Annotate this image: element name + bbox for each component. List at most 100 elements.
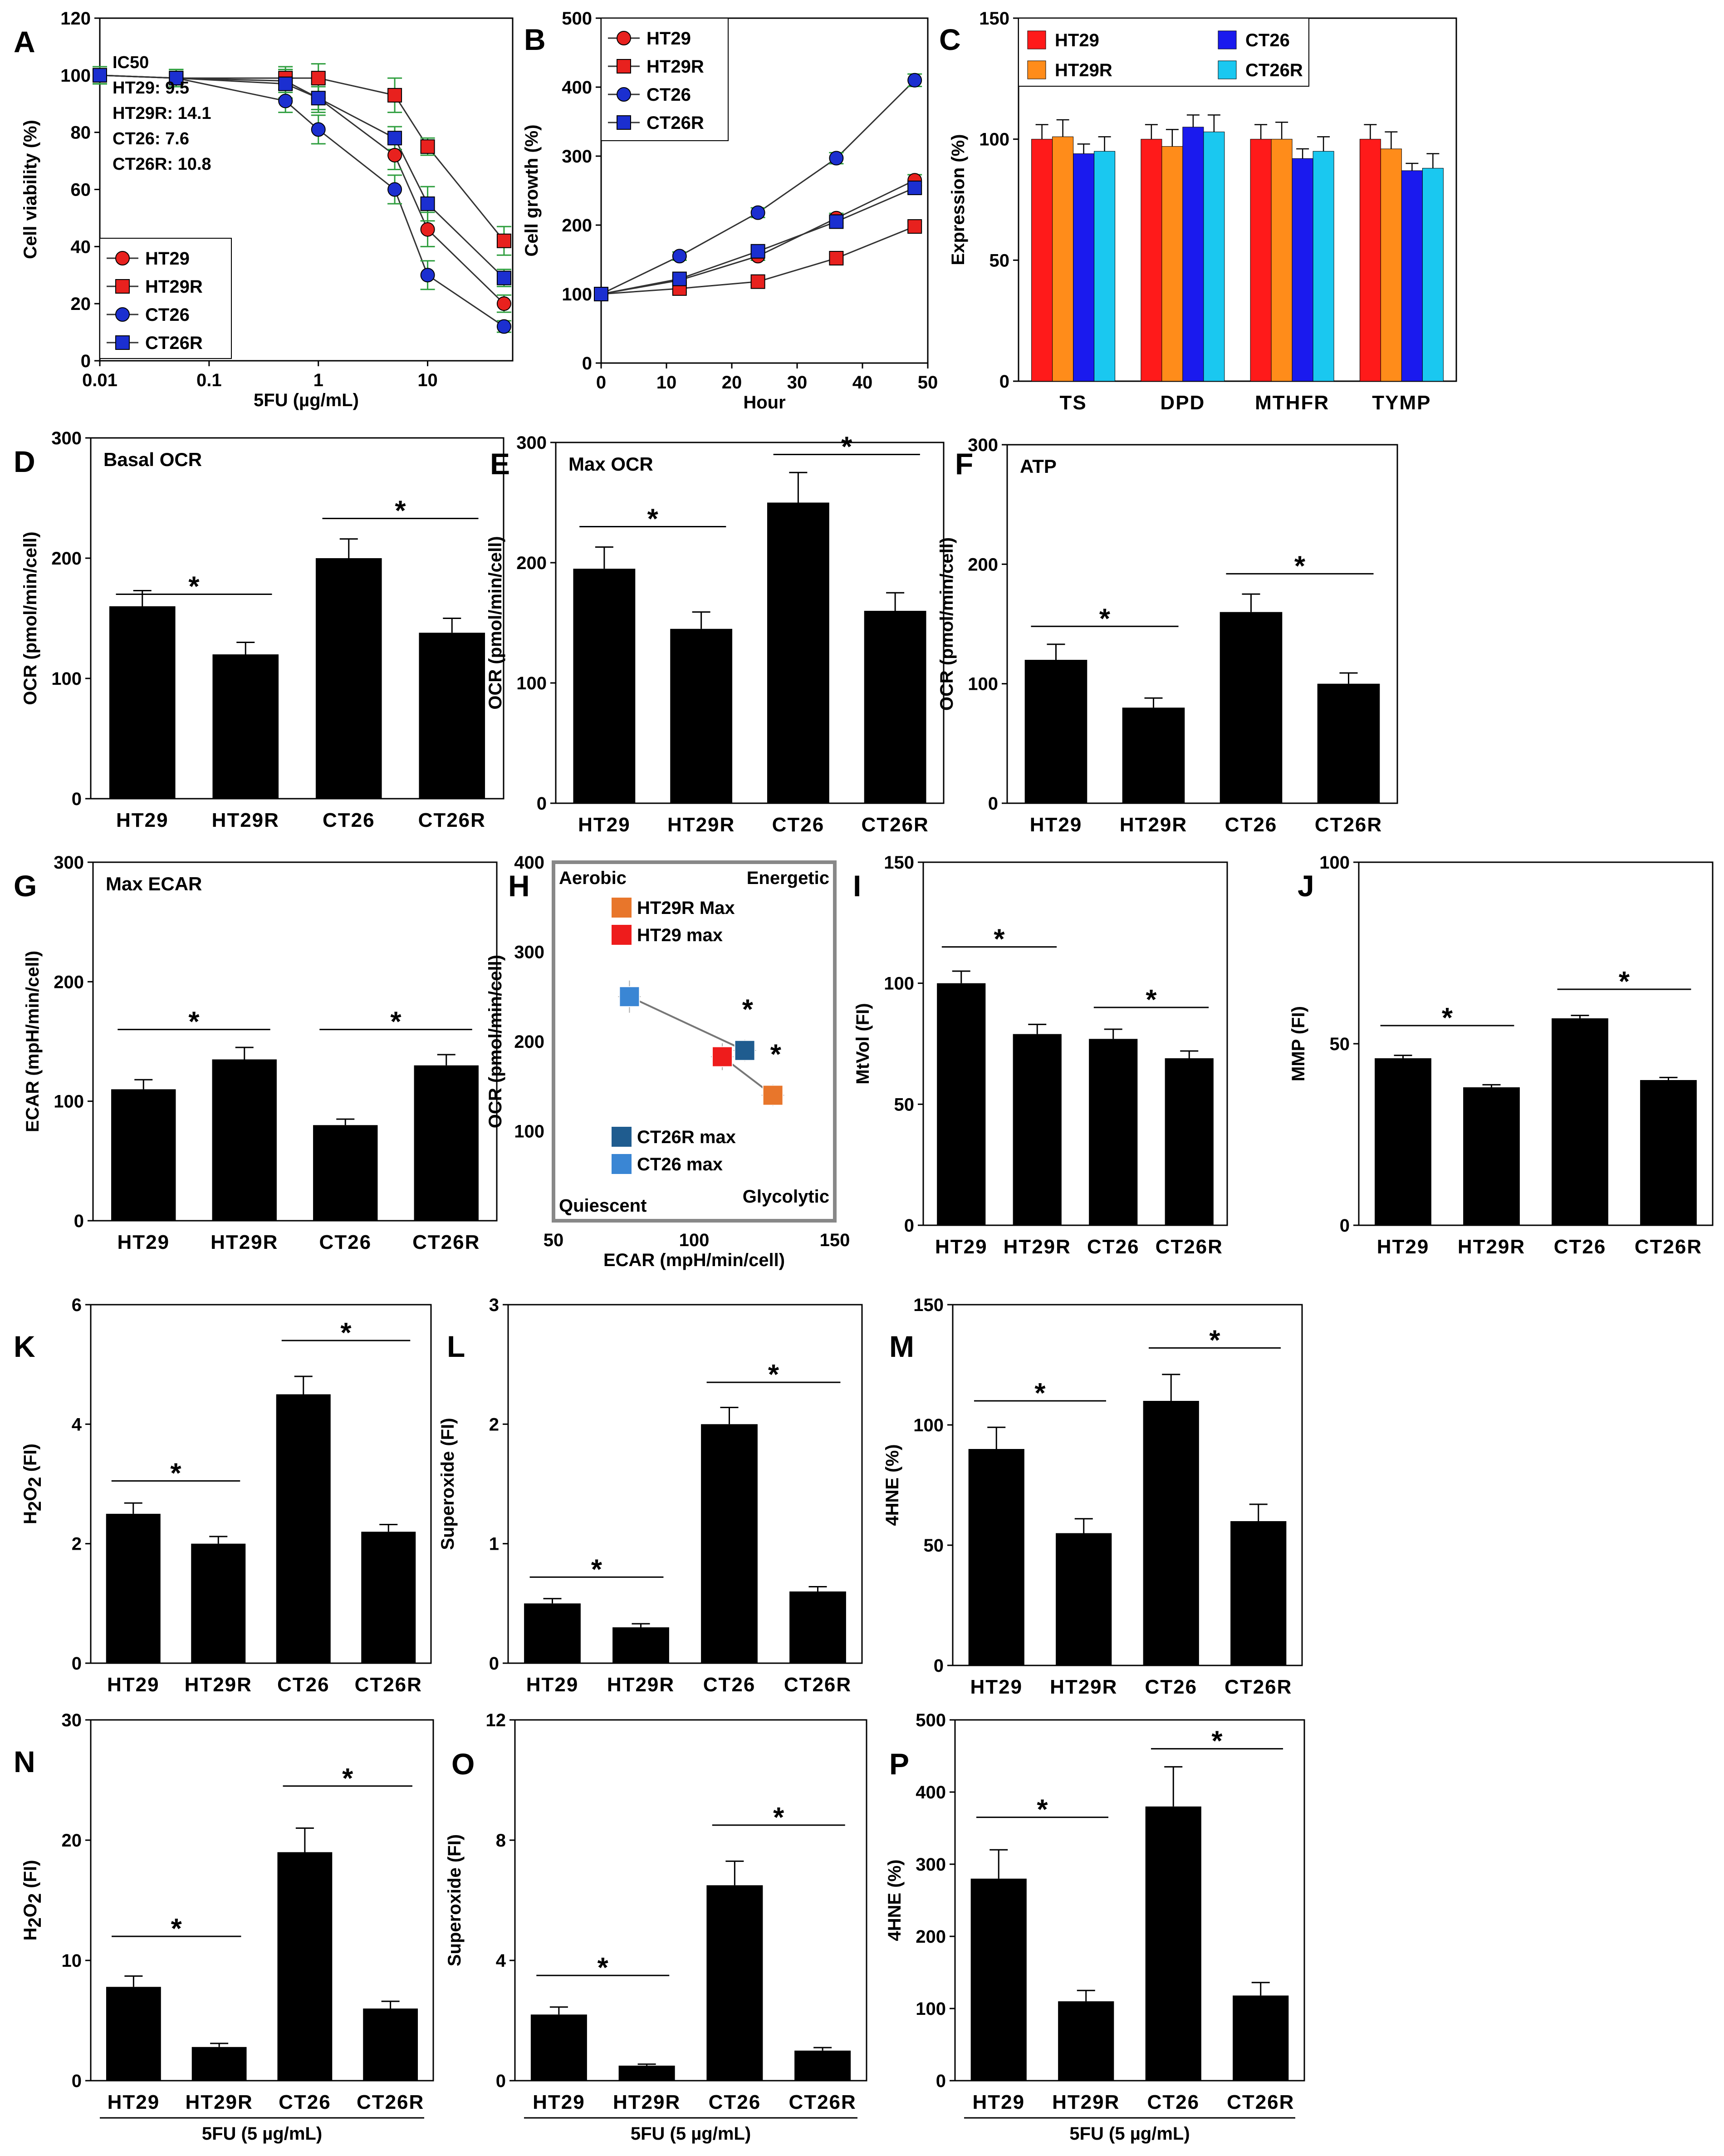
bar xyxy=(414,1065,479,1221)
y-tick-label: 80 xyxy=(71,123,91,143)
y-axis-label: Superoxide (FI) xyxy=(445,1834,465,1966)
ic50-annotation: HT29R: 14.1 xyxy=(113,104,211,123)
bar xyxy=(1401,170,1423,382)
chart-title: Max ECAR xyxy=(106,873,202,894)
x-category-label: CT26 xyxy=(1145,1676,1197,1698)
y-tick-label: 150 xyxy=(884,853,914,873)
x-category-label: CT26 xyxy=(279,2091,331,2113)
ic50-annotation: CT26: 7.6 xyxy=(113,129,189,148)
y-tick-label: 300 xyxy=(516,433,547,453)
panel-letter: J xyxy=(1298,869,1314,903)
x-category-label: HT29 xyxy=(107,1674,160,1696)
x-category-label: CT26R xyxy=(355,1674,422,1696)
panel-F: 0 100 200 300 HT29 HT29R CT26 CT26R * * ATP OCR (pm… xyxy=(937,435,1398,836)
x-category-label: HT29R xyxy=(185,1674,252,1696)
panel-I: 0 50 100 150 HT29 HT29R CT26 CT26R * * MtVol (FI) xyxy=(853,853,1228,1258)
bar xyxy=(1220,612,1283,803)
y-axis-label: OCR (pmol/min/cell) xyxy=(937,537,957,711)
plot-frame xyxy=(90,437,504,800)
significance-star: * xyxy=(1442,1002,1453,1034)
data-point xyxy=(750,274,765,289)
y-tick-label: 0 xyxy=(1340,1216,1350,1236)
legend-box xyxy=(1018,18,1309,87)
x-category-label: HT29 xyxy=(116,809,169,831)
x-category-label: CT26R xyxy=(784,1674,852,1696)
y-tick-label: 400 xyxy=(916,1783,946,1802)
y-axis-label: OCR (pmol/min/cell) xyxy=(485,536,505,709)
x-category-label: HT29 xyxy=(578,814,631,836)
bar xyxy=(1024,660,1087,803)
y-tick-label: 100 xyxy=(54,1092,84,1112)
bar xyxy=(937,983,986,1225)
bar xyxy=(1058,2001,1114,2081)
y-tick-label: 100 xyxy=(1319,853,1350,873)
quadrant-label: Energetic xyxy=(747,868,829,888)
y-tick-label: 12 xyxy=(486,1710,506,1730)
y-axis-label: Cell growth (%) xyxy=(522,124,542,256)
legend-swatch xyxy=(1027,60,1046,79)
x-category-label: CT26 xyxy=(1147,2091,1200,2113)
chart-title: Basal OCR xyxy=(103,449,202,470)
bar xyxy=(313,1125,378,1221)
data-point xyxy=(420,139,435,154)
connector-line xyxy=(629,996,745,1051)
plot-frame xyxy=(514,1719,867,2082)
significance-star: * xyxy=(598,1952,609,1984)
bar xyxy=(1145,1806,1201,2081)
data-point xyxy=(387,131,402,146)
y-tick-label: 200 xyxy=(916,1927,946,1947)
data-point xyxy=(278,93,293,108)
y-tick-label: 0 xyxy=(74,1211,84,1231)
data-point xyxy=(907,73,922,88)
significance-star: * xyxy=(591,1554,602,1585)
y-tick-label: 4 xyxy=(496,1951,506,1971)
bar xyxy=(1640,1080,1697,1225)
bar xyxy=(1375,1058,1431,1225)
panel-O: 0 4 8 12 HT29 HT29R CT26 CT26R * * Superoxide (FI)… xyxy=(445,1710,867,2144)
y-tick-label: 50 xyxy=(894,1095,915,1115)
legend-label: CT26 xyxy=(145,305,190,325)
bar xyxy=(1094,151,1116,382)
bar xyxy=(706,1885,763,2081)
legend-marker xyxy=(617,87,631,102)
y-tick-label: 150 xyxy=(979,9,1009,29)
y-tick-label: 0 xyxy=(72,1654,82,1674)
chart-title: Max OCR xyxy=(568,453,653,475)
y-tick-label: 300 xyxy=(916,1855,946,1875)
significance-star: * xyxy=(1619,966,1630,997)
y-tick-label: 100 xyxy=(968,674,998,694)
significance-star: * xyxy=(170,1458,181,1489)
significance-star: * xyxy=(342,1763,353,1794)
y-tick-label: 0 xyxy=(72,789,82,809)
x-tick-label: 10 xyxy=(656,373,677,393)
y-tick-label: 0 xyxy=(537,794,547,814)
significance-star: * xyxy=(171,1913,182,1945)
x-category-label: HT29 xyxy=(1377,1236,1430,1258)
ic50-annotation: HT29: 9.5 xyxy=(113,79,189,98)
y-axis-label-part: O xyxy=(20,1903,40,1917)
x-category-label: HT29R xyxy=(607,1674,675,1696)
legend-label: CT26R xyxy=(145,333,203,353)
data-point xyxy=(907,219,922,234)
y-axis-label-part: O xyxy=(20,1487,40,1501)
y-tick-label: 300 xyxy=(514,943,544,963)
x-category-label: CT26R xyxy=(1156,1236,1223,1258)
legend-swatch xyxy=(1218,30,1237,49)
data-point xyxy=(420,222,435,237)
y-axis-label-part: 2 xyxy=(25,1893,45,1903)
y-axis-label-part: 2 xyxy=(25,1501,45,1511)
significance-star: * xyxy=(994,924,1005,955)
legend-marker xyxy=(115,335,130,350)
x-category-label: CT26 xyxy=(319,1231,372,1253)
x-tick-label: 40 xyxy=(852,373,873,393)
x-tick-label: 0.1 xyxy=(196,370,222,390)
bar xyxy=(970,1878,1027,2081)
bar xyxy=(111,1089,176,1221)
data-point xyxy=(278,76,293,91)
y-tick-label: 100 xyxy=(514,1122,544,1142)
y-tick-label: 100 xyxy=(913,1415,944,1435)
data-point xyxy=(311,122,326,137)
x-category-label: DPD xyxy=(1160,392,1205,414)
x-category-label: MTHFR xyxy=(1255,392,1329,414)
